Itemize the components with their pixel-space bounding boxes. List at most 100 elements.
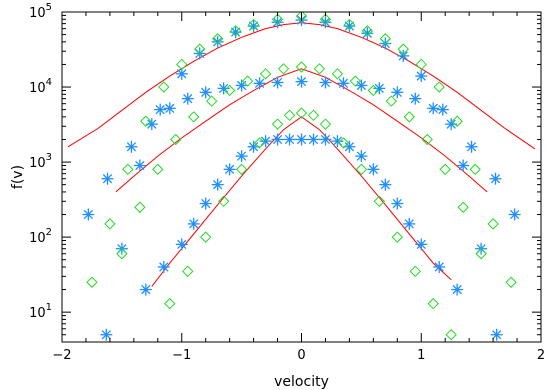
diamond-point	[373, 195, 386, 208]
diamond-point	[343, 18, 356, 31]
asterisk-point	[403, 217, 416, 230]
diamond-point	[295, 61, 308, 73]
diamond-point	[104, 218, 116, 230]
diamond-point	[271, 13, 284, 25]
asterisk-point	[343, 140, 356, 153]
asterisk-point	[82, 208, 95, 221]
diamond-point	[445, 329, 457, 341]
diamond-point	[247, 18, 260, 31]
diamond-point	[415, 58, 427, 71]
diamond-point	[361, 25, 374, 37]
asterisk-point	[217, 82, 230, 95]
diamond-point	[229, 25, 242, 37]
diamond-point	[367, 84, 380, 97]
asterisk-point	[253, 77, 266, 90]
diamond-point	[217, 195, 230, 208]
diamond-point	[241, 75, 254, 87]
asterisk-point	[451, 283, 464, 296]
diamond-point	[307, 109, 320, 122]
x-tick-label: 2	[537, 348, 545, 363]
asterisk-point	[379, 178, 392, 191]
diamond-point	[283, 109, 296, 122]
asterisk-point	[154, 103, 167, 116]
asterisk-point	[391, 86, 404, 99]
asterisk-point	[271, 76, 284, 89]
asterisk-point	[235, 79, 248, 92]
y-tick-label: 104	[29, 77, 52, 96]
diamond-point	[385, 95, 398, 107]
diamond-point	[487, 218, 499, 230]
asterisk-point	[307, 133, 320, 146]
asterisk-point	[175, 238, 188, 251]
asterisk-point	[465, 140, 478, 153]
diamond-point	[152, 163, 164, 176]
asterisk-point	[373, 82, 386, 95]
diamond-point	[211, 33, 224, 45]
x-axis-title: velocity	[274, 374, 329, 390]
diamond-point	[235, 163, 248, 176]
diamond-point	[259, 68, 272, 80]
diamond-point	[295, 12, 308, 22]
diamond-point	[391, 231, 404, 243]
asterisk-point	[337, 77, 350, 90]
asterisk-point	[391, 197, 404, 210]
asterisk-point	[283, 133, 296, 146]
x-tick-label: −1	[172, 348, 191, 363]
asterisk-point	[157, 260, 170, 273]
asterisk-point	[199, 197, 212, 210]
asterisk-point	[490, 328, 503, 341]
asterisk-point	[163, 102, 176, 115]
axis-ticks: −2 −1 0 1 2 101 102 103 104 105	[29, 2, 545, 363]
diamond-point	[421, 133, 433, 146]
asterisk-point	[175, 67, 188, 80]
diamond-point	[457, 201, 469, 213]
diamond-point	[176, 58, 188, 71]
asterisk-point	[133, 159, 146, 172]
asterisk-point	[415, 238, 428, 251]
asterisk-point	[271, 133, 284, 146]
asterisk-point	[295, 75, 308, 88]
asterisk-point	[125, 140, 138, 153]
asterisk-point	[100, 328, 113, 341]
x-tick-label: −2	[52, 348, 71, 363]
diamond-point	[409, 265, 421, 278]
asterisk-point	[355, 79, 368, 92]
asterisk-point	[427, 102, 440, 115]
asterisk-point	[397, 49, 410, 62]
asterisk-point	[319, 76, 332, 89]
diamond-point	[319, 13, 332, 25]
diamond-point	[349, 75, 362, 87]
diamond-point	[205, 95, 218, 107]
asterisk-point	[211, 35, 224, 48]
asterisk-point	[331, 135, 344, 148]
diamond-point	[433, 81, 445, 93]
y-axis-title: f(v)	[10, 165, 26, 189]
diamond-point	[337, 137, 350, 149]
asterisk-point	[415, 70, 428, 83]
diamond-point	[122, 163, 134, 176]
diamond-point	[86, 276, 98, 288]
y-tick-label: 105	[29, 2, 52, 21]
asterisk-point	[101, 172, 114, 185]
asterisk-point	[259, 135, 272, 148]
asterisk-point	[433, 260, 446, 273]
diamond-point	[355, 163, 368, 176]
asterisk-point	[409, 92, 422, 105]
asterisk-point	[361, 27, 374, 40]
diamond-point	[188, 111, 200, 123]
diamond-point	[271, 118, 284, 130]
asterisk-point	[489, 172, 502, 185]
asterisk-point	[319, 133, 332, 146]
asterisk-point	[436, 103, 449, 116]
diamond-point	[223, 84, 236, 97]
y-tick-label: 102	[29, 227, 52, 246]
x-tick-label: 0	[297, 348, 305, 363]
diamond-point	[505, 276, 517, 288]
diamond-point	[427, 297, 439, 310]
diamond-point	[403, 111, 415, 123]
fit-curve	[115, 68, 488, 193]
asterisk-point	[223, 163, 236, 176]
asterisk-point	[211, 178, 224, 191]
asterisk-point	[247, 140, 260, 153]
